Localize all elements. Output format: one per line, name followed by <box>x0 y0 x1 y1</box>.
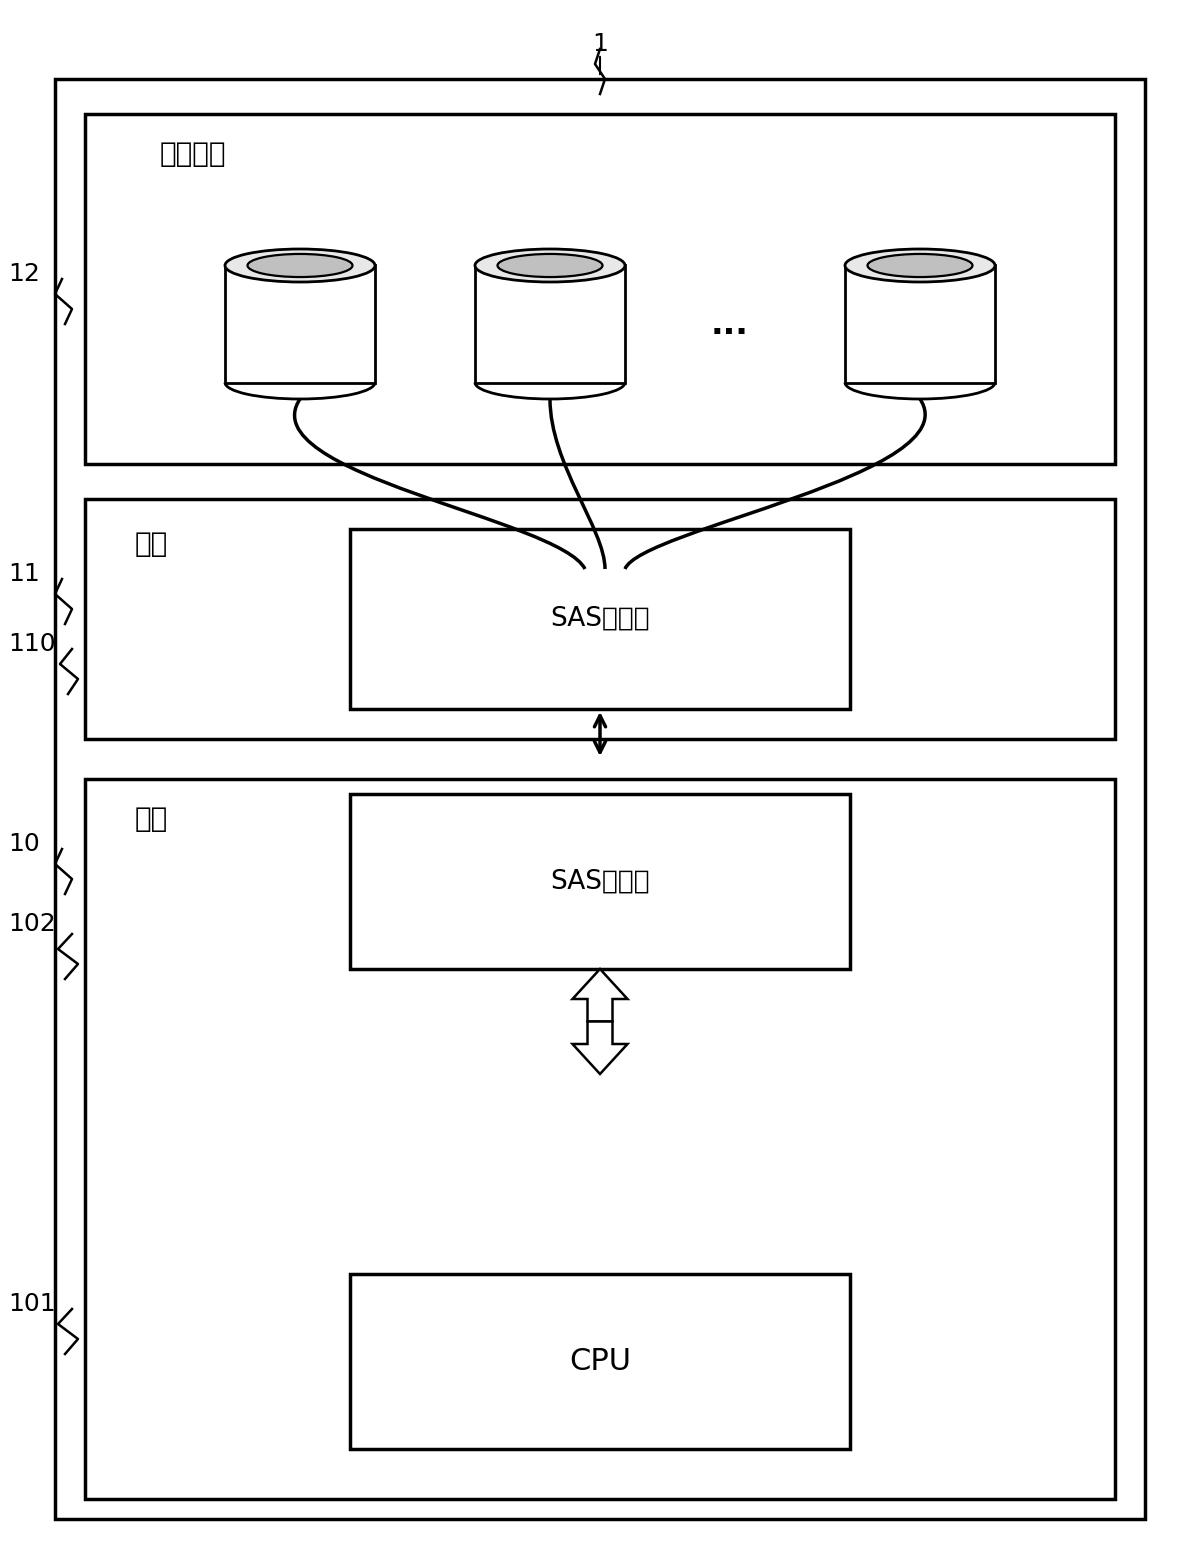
FancyBboxPatch shape <box>85 113 1115 465</box>
Text: 12: 12 <box>8 263 40 286</box>
Text: 11: 11 <box>8 563 40 586</box>
FancyBboxPatch shape <box>85 779 1115 1500</box>
FancyArrow shape <box>572 1021 628 1074</box>
Ellipse shape <box>247 253 353 277</box>
Text: 102: 102 <box>8 912 55 936</box>
Text: 背板: 背板 <box>134 530 168 558</box>
Text: SAS扩展器: SAS扩展器 <box>550 606 650 632</box>
Text: 1: 1 <box>592 33 608 56</box>
Polygon shape <box>845 266 995 382</box>
FancyBboxPatch shape <box>350 1274 850 1448</box>
Text: 主板: 主板 <box>134 805 168 833</box>
Text: SAS控制器: SAS控制器 <box>550 869 650 895</box>
FancyBboxPatch shape <box>350 528 850 709</box>
Ellipse shape <box>498 253 602 277</box>
Text: 10: 10 <box>8 831 40 856</box>
FancyBboxPatch shape <box>55 79 1145 1518</box>
FancyBboxPatch shape <box>85 499 1115 740</box>
Text: CPU: CPU <box>569 1347 631 1375</box>
Text: 101: 101 <box>8 1291 55 1316</box>
Text: 硬盘单元: 硬盘单元 <box>160 140 227 168</box>
Ellipse shape <box>868 253 972 277</box>
Polygon shape <box>475 266 625 382</box>
Ellipse shape <box>475 249 625 281</box>
Polygon shape <box>226 266 374 382</box>
FancyBboxPatch shape <box>350 794 850 970</box>
Ellipse shape <box>226 249 374 281</box>
Text: 110: 110 <box>8 632 55 656</box>
FancyArrow shape <box>572 970 628 1021</box>
Ellipse shape <box>845 249 995 281</box>
Text: ...: ... <box>712 308 749 340</box>
